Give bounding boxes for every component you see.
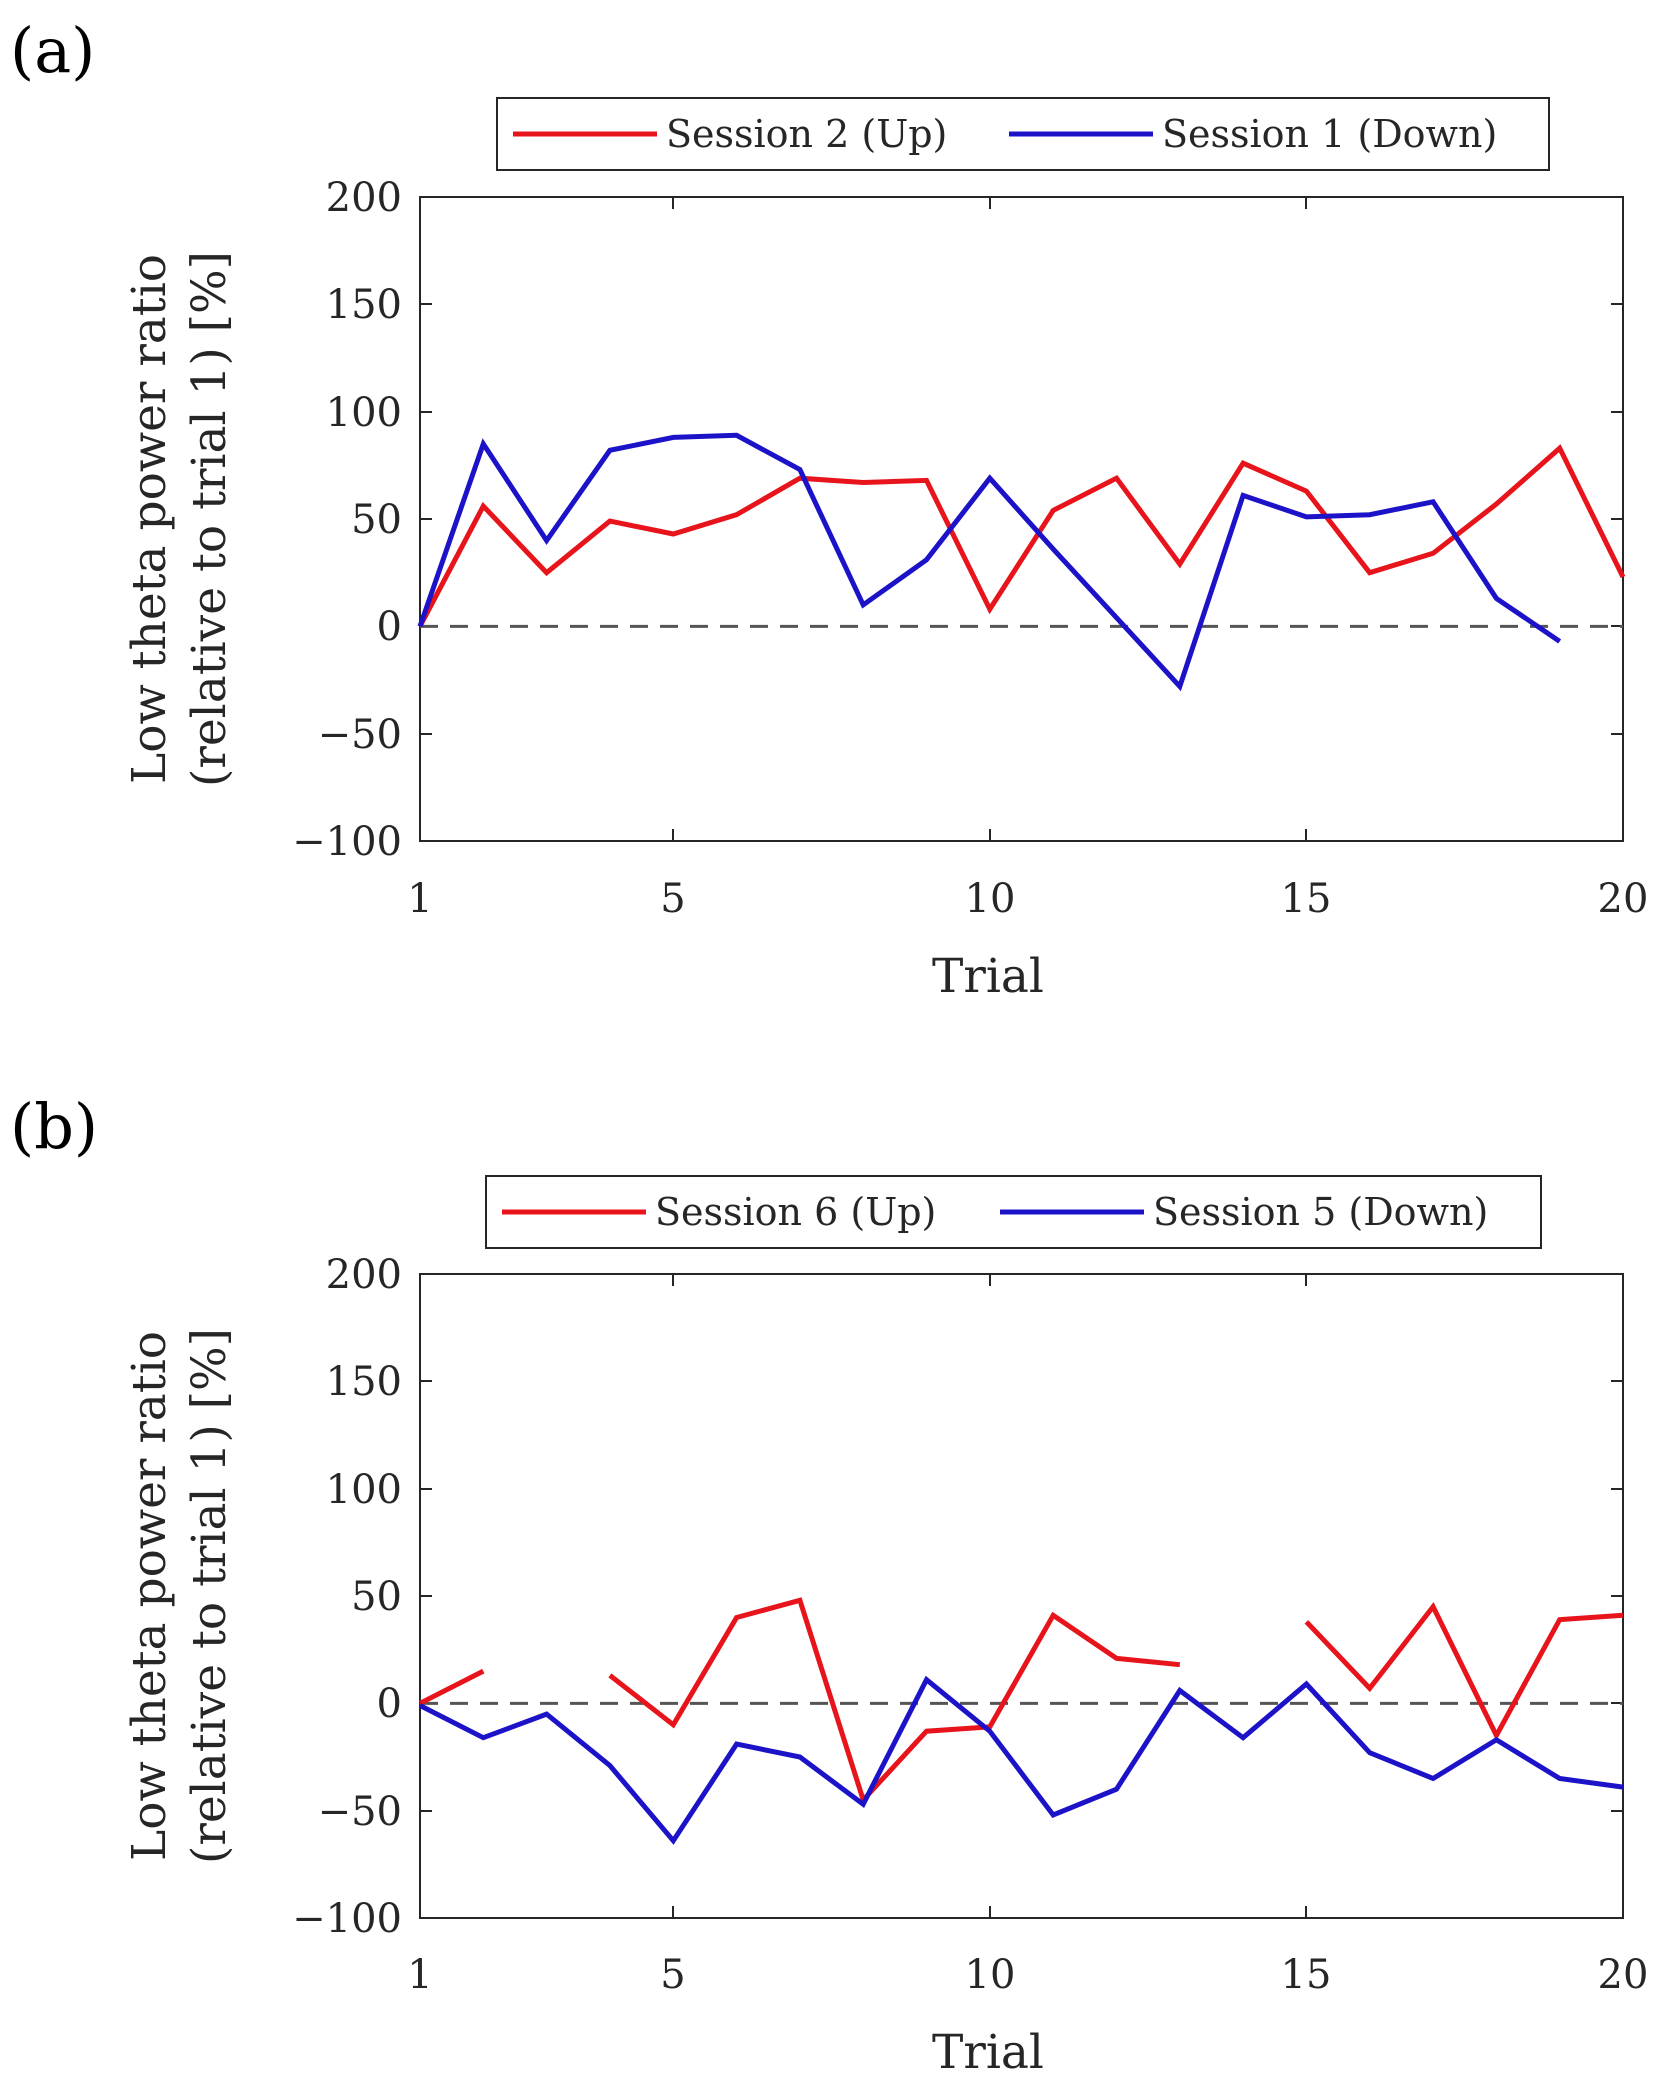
panel-b-label: (b) [10,1090,98,1163]
panel-b-series-line-session-5-down [418,1675,1624,1845]
panel-b-y-axis-title-line1: Low theta power ratio [122,1331,177,1861]
panel-b-data-layer [418,1597,1624,1845]
panel-b-y-tick-label: 200 [326,1252,402,1298]
panel-a-y-tick-label: −100 [292,819,402,865]
panel-a-y-tick-label: 0 [377,604,402,650]
panel-b-y-axis: 200 150 100 50 0 −50 −100 [292,1252,1623,1942]
panel-b-x-tick-label: 10 [965,1952,1016,1998]
panel-a-x-axis-title: Trial [932,949,1044,1004]
panel-a-legend: Session 2 (Up) Session 1 (Down) [496,97,1550,171]
panel-a-x-tick-label: 1 [407,876,432,922]
panel-b-y-tick-label: 150 [326,1359,402,1405]
panel-a-x-tick-label: 10 [965,876,1016,922]
panel-b-y-tick-label: −50 [318,1789,402,1835]
panel-a-legend-box [496,97,1550,171]
panel-a-series-line-session-1-down [417,432,1562,692]
panel-b-legend-label-session-5: Session 5 (Down) [1153,1190,1488,1234]
panel-b: (b) Session 6 (Up) Session 5 (Down) 20 [10,1090,1648,2080]
panel-a-y-tick-label: −50 [318,712,402,758]
panel-b-y-tick-label: 0 [377,1681,402,1727]
panel-b-legend-label-session-6: Session 6 (Up) [655,1190,936,1234]
panel-b-x-tick-label: 20 [1598,1952,1649,1998]
panel-a-y-axis-title-line1: Low theta power ratio [122,254,177,784]
panel-a-y-tick-label: 50 [351,497,402,543]
panel-a-x-tick-label: 5 [660,876,685,922]
panel-a-x-tick-label: 20 [1598,876,1649,922]
panel-a-x-axis: 1 5 10 15 20 [407,197,1648,922]
panel-b-y-axis-title-line2: (relative to trial 1) [%] [182,1328,237,1864]
panel-b-x-tick-label: 5 [660,1952,685,1998]
panel-a-y-tick-label: 150 [326,282,402,328]
panel-a-y-axis-title-line2: (relative to trial 1) [%] [182,251,237,787]
panel-b-legend: Session 6 (Up) Session 5 (Down) [485,1175,1542,1249]
panel-a-legend-label-session-2: Session 2 (Up) [666,112,947,156]
panel-b-series-line-session-6-up-segment-2 [608,1597,1181,1805]
panel-b-series-line-session-6-up [418,1668,485,1706]
panel-a-data-layer [417,432,1626,692]
panel-b-x-tick-label: 15 [1281,1952,1332,1998]
panel-a-y-tick-label: 100 [326,390,402,436]
panel-a-y-axis: 200 150 100 50 0 −50 −100 [292,175,1623,865]
panel-a: (a) Session 2 (Up) Session 1 (Down) 20 [10,14,1648,1004]
panel-b-x-axis: 1 5 10 15 20 [407,1274,1648,1998]
panel-a-y-tick-label: 200 [326,175,402,221]
panel-b-y-tick-label: −100 [292,1896,402,1942]
panel-b-series-line-session-6-up-segment-3 [1304,1602,1624,1741]
panel-b-y-tick-label: 50 [351,1574,402,1620]
panel-a-label: (a) [10,14,95,87]
panel-a-legend-label-session-1: Session 1 (Down) [1162,112,1497,156]
panel-b-x-axis-title: Trial [932,2025,1044,2080]
panel-b-y-tick-label: 100 [326,1467,402,1513]
panel-a-x-tick-label: 15 [1281,876,1332,922]
panel-b-x-tick-label: 1 [407,1952,432,1998]
panel-a-series-line-session-2-up [417,444,1626,628]
